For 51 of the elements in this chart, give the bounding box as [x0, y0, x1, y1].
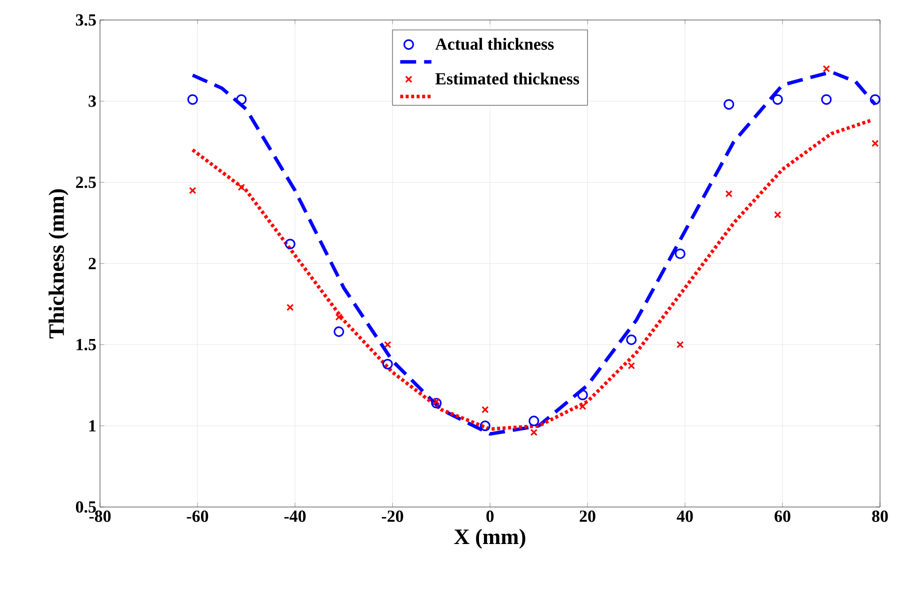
point: [528, 416, 540, 426]
line-series: [190, 70, 877, 436]
y-tick-label: 1: [89, 420, 96, 432]
y-tick-label: 3: [88, 95, 96, 107]
x-tick-label: -80: [89, 510, 111, 522]
point: [725, 190, 733, 198]
point: [384, 341, 392, 348]
x-tick-label: -40: [284, 510, 306, 522]
point: [482, 406, 489, 414]
x-tick-label: 60: [774, 510, 790, 522]
x-tick-label: 40: [676, 510, 693, 522]
y-tick-label: 1.5: [76, 338, 96, 350]
point: [187, 94, 198, 105]
point: [335, 313, 342, 321]
point: [724, 99, 734, 110]
point: [626, 334, 637, 346]
point: [189, 186, 196, 194]
point: [431, 398, 442, 408]
x-tick-label: 20: [580, 510, 596, 522]
point: [432, 398, 440, 406]
point: [238, 184, 245, 191]
point: [530, 428, 538, 436]
legend-label: Actual thickness: [435, 38, 554, 50]
point: [577, 390, 588, 400]
point: [774, 211, 782, 218]
point: [674, 248, 686, 260]
x-tick-label: -60: [186, 510, 208, 522]
y-tick-label: 3.5: [76, 14, 96, 26]
point: [284, 238, 296, 250]
y-axis-title: Thickness (mm): [48, 189, 68, 338]
y-tick-label: 2: [88, 258, 96, 270]
y-tick-label: 2.5: [76, 176, 96, 188]
point: [579, 402, 586, 410]
point: [772, 94, 783, 105]
point: [286, 304, 294, 311]
x-tick-label: 80: [872, 510, 888, 522]
point: [822, 65, 830, 72]
point: [382, 358, 393, 370]
point: [676, 341, 684, 348]
point: [480, 420, 490, 432]
point: [334, 326, 344, 337]
x-tick-label: -20: [382, 510, 404, 522]
y-tick-label: 0.5: [76, 501, 96, 513]
point: [236, 94, 247, 105]
point: [628, 362, 636, 370]
legend-label: Estimated thickness: [435, 72, 580, 84]
x-tick-label: 0: [486, 510, 494, 522]
point: [870, 94, 880, 105]
point: [872, 140, 879, 147]
x-axis-title: X (mm): [454, 528, 526, 549]
point: [821, 94, 832, 105]
